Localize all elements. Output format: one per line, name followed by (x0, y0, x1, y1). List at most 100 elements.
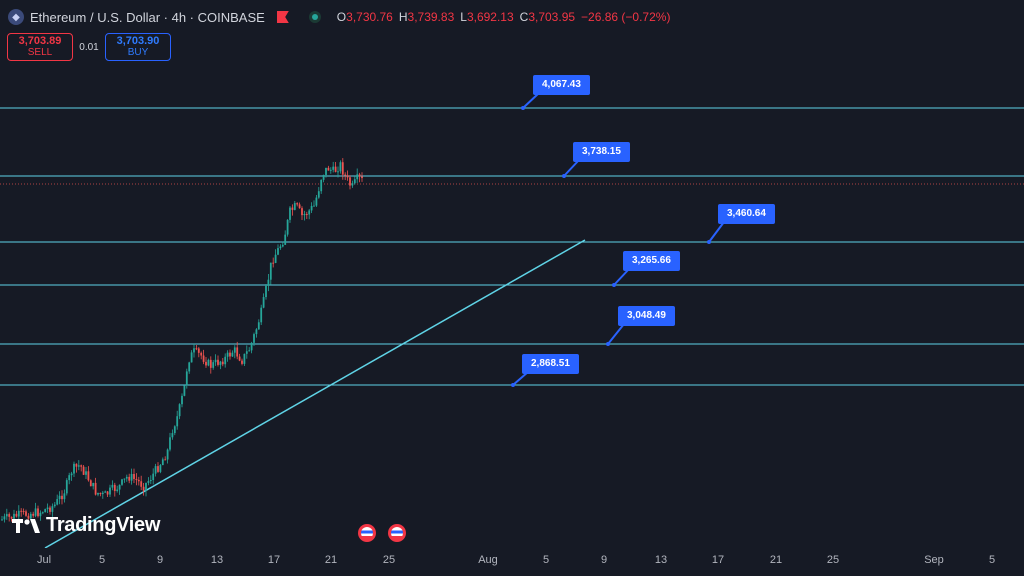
candle-body-132 (315, 197, 318, 206)
candle-body-27 (63, 493, 66, 500)
candle-body-86 (205, 361, 207, 366)
time-tick: 9 (600, 554, 608, 566)
candle-body-16 (37, 508, 39, 517)
candle-body-41 (97, 492, 99, 495)
candle-body-64 (152, 473, 155, 481)
ohlc-readout: O3,730.76 H3,739.83 L3,692.13 C3,703.95 … (337, 10, 671, 24)
candle-body-100 (238, 356, 241, 361)
level-label-4[interactable]: 3,265.66 (623, 251, 680, 271)
candle-body-133 (317, 191, 320, 198)
candle-body-139 (332, 166, 335, 170)
candle-body-95 (226, 352, 229, 357)
level-label-5[interactable]: 3,048.49 (618, 306, 675, 326)
candle-body-108 (257, 322, 260, 330)
candle-body-21 (49, 507, 51, 512)
level-pointer-5 (607, 323, 625, 345)
sell-price: 3,703.89 (18, 35, 62, 47)
candle-body-5 (10, 516, 13, 519)
time-axis[interactable]: Jul 5 9 13 17 21 25 Aug 5 9 13 17 21 25 Sep 5 (0, 548, 1024, 576)
candle-body-61 (145, 482, 147, 491)
level-label-2[interactable]: 3,738.15 (573, 142, 630, 162)
candle-body-137 (327, 167, 330, 171)
chart-canvas[interactable] (0, 0, 1024, 548)
level-label-1[interactable]: 4,067.43 (533, 75, 590, 95)
candle-body-53 (125, 476, 128, 479)
time-tick: 13 (654, 554, 668, 566)
candle-body-13 (29, 513, 32, 519)
candle-body-121 (289, 207, 291, 220)
buy-price: 3,703.90 (116, 35, 160, 47)
candle-body-148 (353, 179, 356, 184)
candle-body-70 (166, 449, 169, 460)
candle-body-111 (265, 285, 267, 298)
candle-body-90 (214, 359, 217, 363)
ethereum-icon[interactable]: ◆ (8, 9, 24, 25)
candle-body-107 (255, 329, 258, 335)
candle-body-144 (344, 174, 347, 176)
level-pointer-4 (613, 268, 630, 286)
candle-body-65 (154, 466, 157, 474)
candle-body-17 (39, 512, 42, 517)
time-tick: 13 (210, 554, 224, 566)
candle-body-116 (277, 248, 279, 255)
time-tick: 17 (267, 554, 281, 566)
level-pointer-1 (522, 92, 540, 109)
tradingview-watermark: TradingView (12, 514, 160, 537)
candle-body-118 (281, 244, 284, 247)
candle-body-124 (296, 203, 299, 205)
candle-body-75 (178, 404, 181, 417)
trade-panel: 3,703.89 SELL 0.01 3,703.90 BUY (7, 32, 171, 62)
flag-icon[interactable] (276, 11, 289, 23)
time-tick: Aug (478, 554, 498, 566)
candle-body-125 (298, 204, 301, 209)
time-tick: Sep (924, 554, 944, 566)
candle-body-136 (325, 167, 327, 175)
candle-body-15 (34, 508, 37, 516)
candle-body-150 (358, 174, 361, 177)
candle-body-140 (334, 166, 337, 172)
candle-body-43 (101, 492, 104, 495)
candle-body-122 (291, 207, 294, 210)
candle-body-94 (224, 356, 227, 365)
candle-body-59 (140, 481, 143, 487)
candle-body-3 (5, 514, 8, 517)
us-event-icon[interactable] (388, 524, 406, 542)
candle-body-142 (339, 162, 342, 172)
candle-body-81 (193, 348, 195, 353)
candle-body-147 (351, 183, 354, 186)
sell-button[interactable]: 3,703.89 SELL (7, 33, 73, 61)
candle-body-24 (56, 499, 59, 505)
buy-button[interactable]: 3,703.90 BUY (105, 33, 171, 61)
candle-body-143 (341, 162, 344, 175)
candle-body-145 (346, 175, 349, 178)
candle-body-48 (113, 484, 116, 491)
level-label-6[interactable]: 2,868.51 (522, 354, 579, 374)
candle-body-52 (123, 478, 126, 480)
candle-body-87 (207, 359, 210, 366)
candle-body-117 (279, 246, 282, 249)
candle-body-19 (44, 509, 47, 513)
time-tick: 25 (382, 554, 396, 566)
chart-header: ◆ Ethereum / U.S. Dollar · 4h · COINBASE… (0, 0, 1024, 34)
candle-body-114 (272, 262, 275, 264)
sell-label: SELL (27, 47, 53, 58)
candle-body-44 (104, 491, 107, 493)
level-label-3[interactable]: 3,460.64 (718, 204, 775, 224)
candle-body-36 (85, 471, 87, 475)
candle-body-93 (221, 361, 224, 365)
candle-body-45 (106, 491, 109, 495)
candle-body-68 (161, 459, 164, 466)
candle-body-82 (195, 348, 198, 350)
candle-body-110 (262, 297, 265, 308)
candle-body-115 (274, 254, 277, 263)
candle-body-103 (245, 351, 248, 354)
symbol-title[interactable]: Ethereum / U.S. Dollar · 4h · COINBASE (30, 9, 265, 25)
candle-body-84 (200, 352, 203, 356)
market-status-icon[interactable] (308, 11, 321, 23)
candle-body-33 (77, 465, 80, 467)
candle-body-72 (171, 433, 174, 438)
us-event-icon[interactable] (358, 524, 376, 542)
candle-body-101 (241, 360, 243, 364)
level-anchor-1 (521, 106, 525, 110)
